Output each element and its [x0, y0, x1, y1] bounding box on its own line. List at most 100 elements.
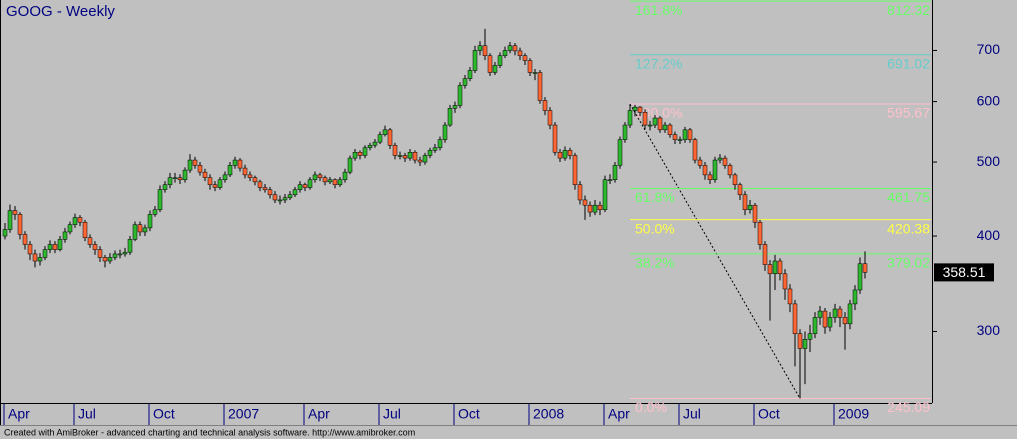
candle-body [22, 234, 28, 245]
candle-body [142, 227, 148, 233]
candle-body [352, 151, 358, 159]
candle-body [307, 179, 313, 188]
candle-body [167, 177, 173, 185]
candle-body [282, 197, 288, 201]
candle-body [562, 150, 568, 159]
candle-body [707, 174, 713, 181]
fib-value: 461.75 [887, 189, 930, 205]
candle-body [147, 214, 153, 229]
candle-body [57, 239, 63, 250]
candle-body [367, 144, 373, 149]
candle-body [627, 110, 633, 126]
candle-body [32, 253, 38, 262]
candle-body [692, 139, 698, 161]
candle-body [267, 189, 273, 196]
candle-body [7, 210, 13, 230]
candle-body [452, 105, 458, 109]
candle-body [767, 264, 773, 275]
candle-body [477, 45, 483, 51]
candle-body [177, 177, 183, 181]
candle-body [187, 159, 193, 171]
candle-body [832, 308, 838, 318]
candle-body [642, 111, 648, 126]
candle-body [292, 189, 298, 196]
candle-body [437, 139, 443, 149]
candle-body [2, 229, 8, 237]
candle-body [417, 159, 423, 163]
candle-body [582, 199, 588, 206]
candle-body [42, 249, 48, 258]
candle-body [347, 157, 353, 173]
fib-value: 245.09 [887, 399, 930, 415]
candle-body [567, 150, 573, 156]
candle-body [497, 55, 503, 66]
candle-body [287, 194, 293, 198]
candle-body [687, 129, 693, 140]
candle-body [262, 187, 268, 190]
candle-body [682, 129, 688, 140]
candle-body [327, 179, 333, 183]
candle-body [737, 184, 743, 196]
x-tick-label: 2008 [533, 406, 564, 422]
y-tick-label: 600 [977, 92, 1001, 108]
footer: Created with AmiBroker - advanced charti… [4, 427, 415, 437]
candle-body [322, 177, 328, 183]
candle-body [432, 147, 438, 151]
candle-body [47, 244, 53, 250]
candle-body [572, 155, 578, 185]
candle-body [92, 244, 98, 250]
candle-body [232, 159, 238, 166]
x-tick-label: Jul [78, 406, 96, 422]
candle-body [492, 65, 498, 73]
candle-body [207, 177, 213, 185]
candle-body [457, 85, 463, 106]
candle-body [857, 263, 863, 291]
candle-body [107, 257, 113, 262]
candle-body [607, 179, 613, 182]
candle-body [247, 174, 253, 178]
x-tick-label: Apr [308, 406, 330, 422]
candle-body [117, 253, 123, 256]
x-tick-label: Apr [8, 406, 30, 422]
fib-label: 127.2% [635, 55, 682, 71]
candle-body [577, 184, 583, 201]
candle-body [132, 224, 138, 240]
candle-body [127, 239, 133, 253]
candle-body [722, 157, 728, 166]
candle-body [277, 199, 283, 202]
candle-body [712, 159, 718, 181]
candle-body [77, 217, 83, 223]
candle-body [152, 209, 158, 215]
candle-body [662, 124, 668, 131]
candle-body [87, 237, 93, 245]
candle-body [517, 50, 523, 56]
candle-body [162, 184, 168, 190]
candle-body [777, 260, 783, 275]
candle-body [427, 150, 433, 156]
candle-body [227, 165, 233, 176]
y-tick-label: 400 [977, 227, 1001, 243]
x-tick-label: Oct [758, 406, 780, 422]
candle-body [387, 129, 393, 146]
candle-body [67, 224, 73, 233]
fib-value: 812.32 [887, 2, 930, 18]
x-tick-label: 2007 [228, 406, 259, 422]
candle-body [542, 100, 548, 111]
candle-body [757, 222, 763, 245]
candle-body [412, 151, 418, 161]
candle-body [797, 333, 803, 349]
candle-body [72, 217, 78, 225]
candle-body [202, 171, 208, 178]
candle-body [472, 50, 478, 71]
candle-body [742, 194, 748, 211]
last-price-box [934, 263, 994, 282]
candle-body [447, 108, 453, 126]
candle-body [97, 249, 103, 258]
candle-body [482, 45, 488, 56]
candle-body [192, 159, 198, 166]
candle-body [17, 214, 23, 235]
candle-body [762, 244, 768, 265]
x-tick-label: Jul [683, 406, 701, 422]
candle-body [652, 117, 658, 126]
